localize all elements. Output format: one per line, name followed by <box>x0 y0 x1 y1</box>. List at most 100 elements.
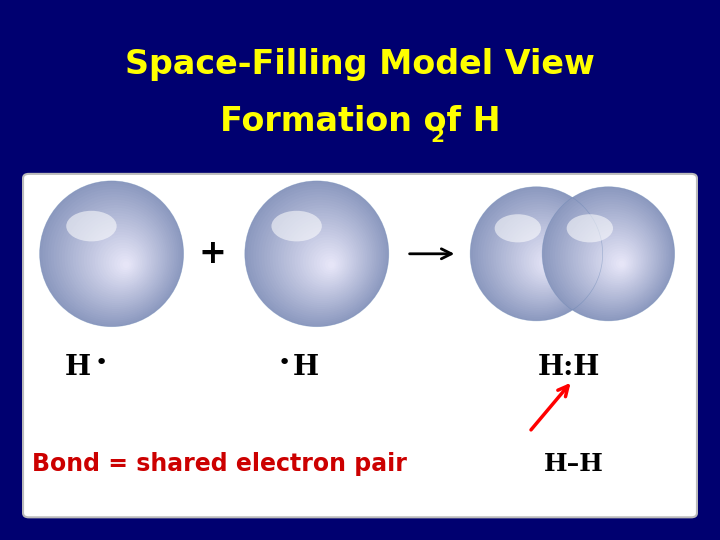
Ellipse shape <box>598 241 638 281</box>
Text: Space-Filling Model View: Space-Filling Model View <box>125 48 595 82</box>
Ellipse shape <box>590 233 643 287</box>
Ellipse shape <box>66 211 117 241</box>
Ellipse shape <box>478 194 598 315</box>
Ellipse shape <box>253 189 384 321</box>
Ellipse shape <box>81 221 157 298</box>
Ellipse shape <box>109 248 138 278</box>
Ellipse shape <box>570 214 657 301</box>
Ellipse shape <box>473 189 601 319</box>
Ellipse shape <box>120 259 132 271</box>
Ellipse shape <box>480 197 596 314</box>
Ellipse shape <box>289 224 360 295</box>
Ellipse shape <box>565 209 660 305</box>
Ellipse shape <box>603 246 635 278</box>
Ellipse shape <box>546 260 553 267</box>
Ellipse shape <box>70 210 164 305</box>
Text: +: + <box>199 237 226 271</box>
Ellipse shape <box>114 253 135 274</box>
Ellipse shape <box>618 260 625 267</box>
Ellipse shape <box>117 256 133 272</box>
Ellipse shape <box>547 192 671 318</box>
Ellipse shape <box>493 209 588 305</box>
Ellipse shape <box>95 234 148 288</box>
Ellipse shape <box>78 218 158 300</box>
Ellipse shape <box>567 214 613 242</box>
Ellipse shape <box>40 181 184 327</box>
Ellipse shape <box>272 207 371 307</box>
Ellipse shape <box>269 205 373 309</box>
Ellipse shape <box>84 224 155 295</box>
Ellipse shape <box>50 192 176 319</box>
Ellipse shape <box>572 216 654 299</box>
Ellipse shape <box>251 186 385 323</box>
Ellipse shape <box>322 256 338 272</box>
Ellipse shape <box>577 221 652 296</box>
Ellipse shape <box>490 206 590 307</box>
Ellipse shape <box>516 231 573 289</box>
Ellipse shape <box>258 194 380 317</box>
Ellipse shape <box>545 189 673 319</box>
Ellipse shape <box>498 214 585 301</box>
Ellipse shape <box>328 261 335 268</box>
Text: H: H <box>65 354 91 381</box>
Ellipse shape <box>98 237 145 286</box>
Ellipse shape <box>613 255 629 271</box>
Text: 2: 2 <box>431 126 444 146</box>
Ellipse shape <box>483 199 594 312</box>
Ellipse shape <box>616 258 626 269</box>
Ellipse shape <box>475 192 599 318</box>
Ellipse shape <box>536 251 559 274</box>
Ellipse shape <box>65 205 167 309</box>
Ellipse shape <box>495 211 586 303</box>
Ellipse shape <box>264 200 377 313</box>
Ellipse shape <box>510 226 576 292</box>
Ellipse shape <box>56 197 173 315</box>
Ellipse shape <box>585 228 647 291</box>
Ellipse shape <box>593 236 642 285</box>
Ellipse shape <box>534 248 561 276</box>
Ellipse shape <box>531 246 563 278</box>
Ellipse shape <box>67 207 166 307</box>
Ellipse shape <box>505 221 580 296</box>
Ellipse shape <box>300 234 353 288</box>
Ellipse shape <box>611 253 630 273</box>
Ellipse shape <box>284 218 364 300</box>
Ellipse shape <box>48 189 179 321</box>
Ellipse shape <box>503 219 581 298</box>
Text: •: • <box>95 353 108 373</box>
Ellipse shape <box>73 213 162 303</box>
Ellipse shape <box>528 244 564 280</box>
Text: H: H <box>293 354 319 381</box>
Ellipse shape <box>103 242 142 282</box>
Ellipse shape <box>526 241 566 281</box>
Ellipse shape <box>539 253 558 273</box>
Ellipse shape <box>256 192 382 319</box>
Ellipse shape <box>560 204 663 308</box>
Text: Formation of H: Formation of H <box>220 105 500 138</box>
Ellipse shape <box>305 240 349 284</box>
Ellipse shape <box>595 238 640 284</box>
Ellipse shape <box>325 259 336 271</box>
Ellipse shape <box>92 232 150 290</box>
Ellipse shape <box>319 253 340 274</box>
Ellipse shape <box>294 229 356 292</box>
Ellipse shape <box>544 258 554 269</box>
Ellipse shape <box>261 197 378 315</box>
Ellipse shape <box>521 236 570 285</box>
Ellipse shape <box>308 242 347 282</box>
Ellipse shape <box>508 224 577 294</box>
Ellipse shape <box>76 215 160 301</box>
Ellipse shape <box>106 245 140 280</box>
Ellipse shape <box>582 226 648 292</box>
Ellipse shape <box>86 226 153 294</box>
Ellipse shape <box>513 228 575 291</box>
Ellipse shape <box>495 214 541 242</box>
Ellipse shape <box>523 238 568 284</box>
Ellipse shape <box>275 210 369 305</box>
Ellipse shape <box>287 221 362 298</box>
Ellipse shape <box>317 251 342 276</box>
Ellipse shape <box>59 200 171 313</box>
Text: Bond = shared electron pair: Bond = shared electron pair <box>32 453 408 476</box>
Ellipse shape <box>278 213 367 303</box>
Ellipse shape <box>53 194 174 317</box>
